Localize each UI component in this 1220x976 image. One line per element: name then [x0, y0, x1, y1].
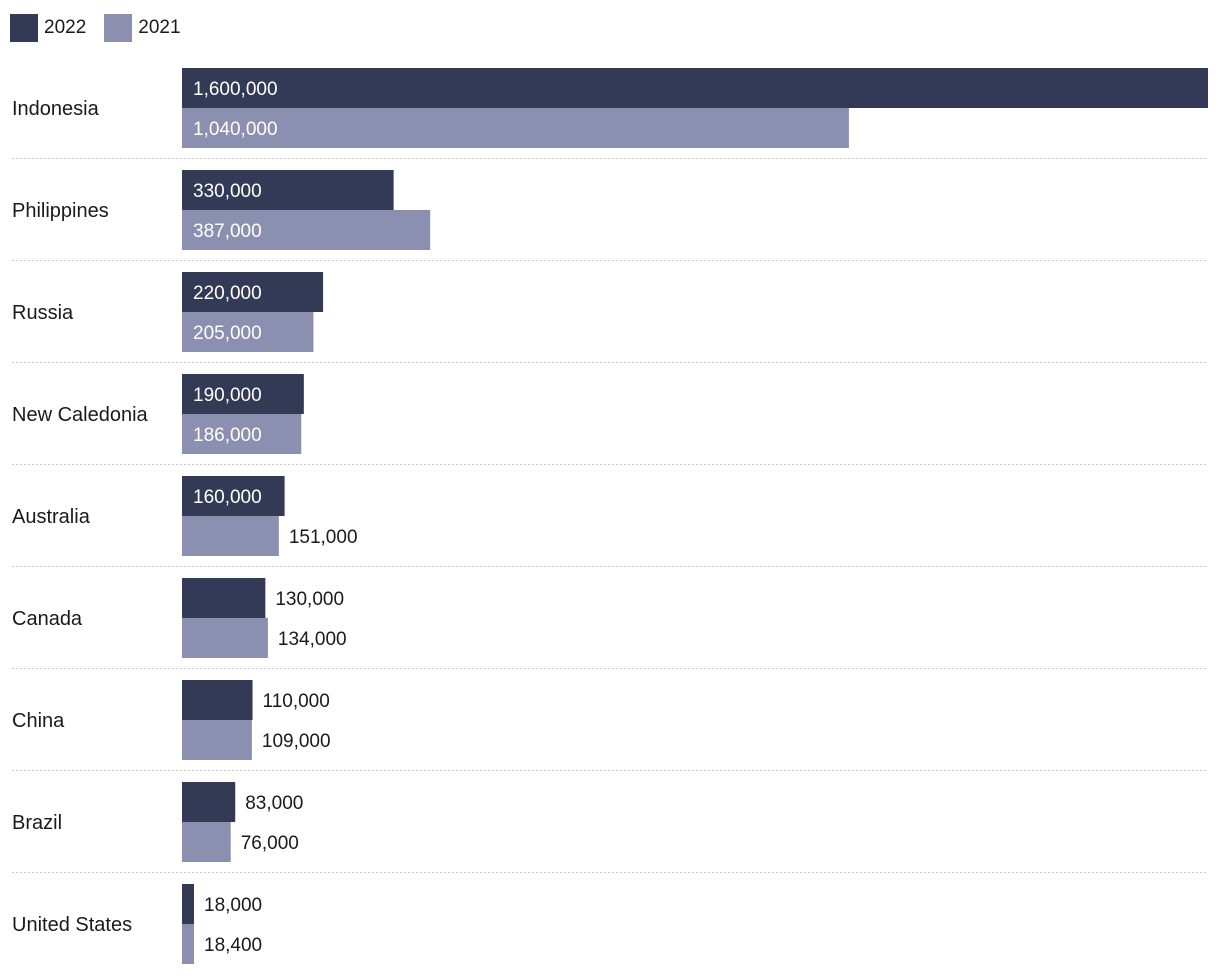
legend-item-2021[interactable]: 2021 — [104, 14, 181, 42]
bar-united-states-2021 — [182, 924, 194, 964]
bar-new-caledonia-2021 — [182, 414, 302, 454]
legend-label-2021: 2021 — [138, 17, 181, 38]
category-label-russia: Russia — [12, 302, 74, 324]
data-label-indonesia-2022: 1,600,000 — [193, 79, 278, 100]
bar-philippines-2022 — [182, 170, 394, 210]
bar-china-2021 — [182, 720, 252, 760]
bar-canada-2022 — [182, 578, 266, 618]
legend-swatch-2021 — [104, 14, 133, 42]
data-label-russia-2022: 220,000 — [193, 283, 262, 304]
bar-russia-2022 — [182, 272, 324, 312]
category-label-australia: Australia — [12, 506, 91, 528]
category-label-china: China — [12, 710, 65, 732]
data-label-philippines-2022: 330,000 — [193, 181, 262, 202]
data-label-china-2022: 110,000 — [263, 691, 330, 712]
category-label-canada: Canada — [12, 608, 83, 630]
bar-australia-2022 — [182, 476, 285, 516]
category-label-new-caledonia: New Caledonia — [12, 404, 149, 426]
data-label-australia-2021: 151,000 — [289, 527, 358, 548]
data-label-new-caledonia-2022: 190,000 — [193, 385, 262, 406]
data-label-philippines-2021: 387,000 — [193, 221, 262, 242]
legend-item-2022[interactable]: 2022 — [10, 14, 86, 42]
data-label-canada-2022: 130,000 — [275, 589, 344, 610]
data-label-new-caledonia-2021: 186,000 — [193, 425, 262, 446]
bar-new-caledonia-2022 — [182, 374, 304, 414]
bar-brazil-2021 — [182, 822, 231, 862]
bar-philippines-2021 — [182, 210, 431, 250]
category-label-philippines: Philippines — [12, 200, 109, 222]
data-label-brazil-2021: 76,000 — [241, 833, 299, 854]
bar-indonesia-2021 — [182, 108, 849, 148]
bar-united-states-2022 — [182, 884, 194, 924]
data-label-brazil-2022: 83,000 — [245, 793, 303, 814]
data-label-indonesia-2021: 1,040,000 — [193, 119, 278, 140]
bar-australia-2021 — [182, 516, 279, 556]
bar-canada-2021 — [182, 618, 268, 658]
data-label-china-2021: 109,000 — [262, 731, 331, 752]
legend-label-2022: 2022 — [44, 17, 87, 38]
data-label-australia-2022: 160,000 — [193, 487, 262, 508]
category-label-united-states: United States — [12, 914, 132, 936]
legend: 2022 2021 — [10, 14, 199, 42]
category-label-brazil: Brazil — [12, 812, 62, 834]
data-label-united-states-2022: 18,000 — [204, 895, 262, 916]
bar-russia-2021 — [182, 312, 314, 352]
bar-indonesia-2022 — [182, 68, 1208, 108]
data-label-united-states-2021: 18,400 — [204, 935, 262, 956]
data-label-canada-2021: 134,000 — [278, 629, 347, 650]
data-label-russia-2021: 205,000 — [193, 323, 262, 344]
category-label-indonesia: Indonesia — [12, 98, 100, 120]
bar-brazil-2022 — [182, 782, 236, 822]
bar-china-2022 — [182, 680, 253, 720]
legend-swatch-2022 — [10, 14, 38, 42]
